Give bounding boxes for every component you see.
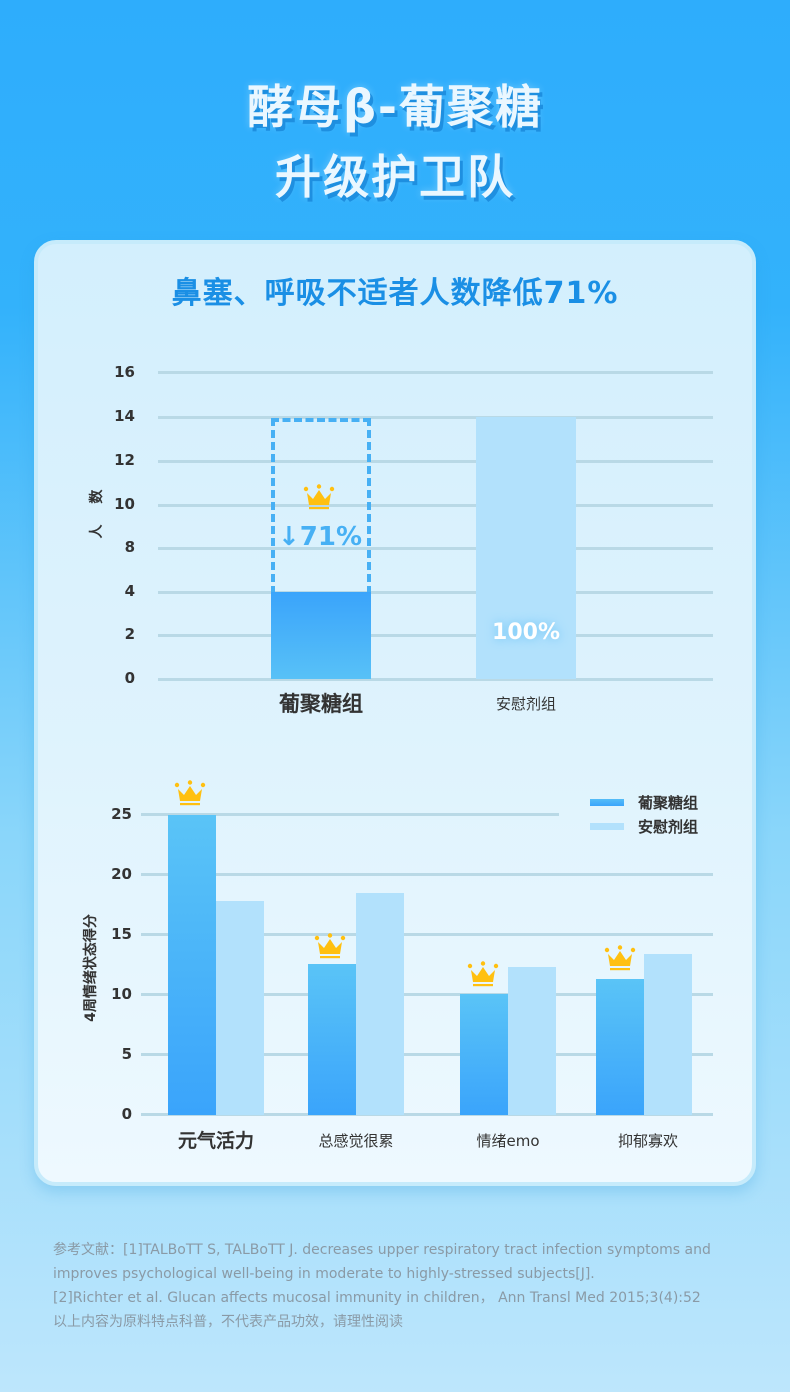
y-tick: 0 <box>124 669 135 687</box>
y-tick: 12 <box>114 451 135 469</box>
references: 参考文献：[1]TALBoTT S, TALBoTT J. decreases … <box>53 1238 743 1334</box>
gridline <box>141 1053 713 1056</box>
chart2-y-axis-label: 4周情绪状态得分 <box>83 914 99 1022</box>
legend-label: 安慰剂组 <box>638 818 699 836</box>
chart-mood-scores: 4周情绪状态得分 25 20 15 10 5 0 元气活力 总感觉很累 情绪em… <box>83 0 713 1152</box>
disclaimer: 以上内容为原料特点科普，不代表产品功效，请理性阅读 <box>53 1314 403 1330</box>
y-tick: 5 <box>121 1045 132 1063</box>
bar-glucan <box>596 979 644 1115</box>
reduction-label: ↓71% <box>277 522 363 552</box>
legend-label: 葡聚糖组 <box>638 794 699 812</box>
bar-placebo <box>476 417 576 679</box>
gridline <box>158 547 713 550</box>
x-label-placebo: 安慰剂组 <box>495 695 556 713</box>
y-tick: 10 <box>114 495 135 513</box>
x-label: 情绪emo <box>476 1132 540 1150</box>
crown-icon <box>314 933 346 961</box>
gridline <box>158 591 713 594</box>
gridline <box>158 678 713 681</box>
bar-glucan <box>308 964 356 1115</box>
y-tick: 14 <box>114 407 135 425</box>
y-tick: 16 <box>114 363 135 381</box>
reference-line: 参考文献：[1]TALBoTT S, TALBoTT J. decreases … <box>53 1242 711 1258</box>
gridline <box>158 416 713 419</box>
crown-icon <box>174 780 206 808</box>
x-label: 抑郁寡欢 <box>617 1132 678 1150</box>
gridline <box>141 873 713 876</box>
bar-placebo <box>644 954 692 1115</box>
crown-icon <box>467 961 499 989</box>
gridline <box>141 933 713 936</box>
hero-title-line2: 升级护卫队 <box>275 150 515 204</box>
chart-people-count: 人 数 16 14 12 10 8 4 2 0 ↓71% 100% 葡聚糖组 安… <box>89 363 713 716</box>
gridline <box>141 993 713 996</box>
card-title: 鼻塞、呼吸不适者人数降低71% <box>171 276 619 311</box>
y-tick: 10 <box>111 985 132 1003</box>
bar-glucan <box>460 994 508 1115</box>
placebo-percent-label: 100% <box>492 620 560 645</box>
legend-swatch-glucan <box>590 799 624 806</box>
legend-item-placebo: 安慰剂组 <box>590 816 698 837</box>
bar-glucan <box>271 592 371 679</box>
crown-icon <box>604 945 636 973</box>
gridline <box>158 504 713 507</box>
legend-swatch-placebo <box>590 823 624 830</box>
bar-placebo <box>508 967 556 1115</box>
gridline <box>158 371 713 374</box>
reference-line: [2]Richter et al. Glucan affects mucosal… <box>53 1290 701 1306</box>
y-tick: 4 <box>124 582 135 600</box>
gridline <box>141 813 559 816</box>
y-tick: 8 <box>124 538 135 556</box>
dashed-reference-outline <box>271 418 371 594</box>
y-tick: 15 <box>111 925 132 943</box>
y-tick: 20 <box>111 865 132 883</box>
hero-title: 酵母β-葡聚糖 升级护卫队 <box>0 72 790 212</box>
y-tick: 0 <box>121 1105 132 1123</box>
bar-placebo <box>356 893 404 1115</box>
y-tick: 25 <box>111 805 132 823</box>
legend-item-glucan: 葡聚糖组 <box>590 792 698 813</box>
bar-placebo <box>216 901 264 1115</box>
reference-line: improves psychological well-being in mod… <box>53 1266 595 1282</box>
y-tick: 2 <box>124 625 135 643</box>
gridline <box>141 1113 713 1116</box>
x-label: 元气活力 <box>177 1130 254 1152</box>
hero-title-line1: 酵母β-葡聚糖 <box>246 80 544 134</box>
gridline <box>158 634 713 637</box>
x-label: 总感觉很累 <box>318 1132 394 1150</box>
x-label-glucan: 葡聚糖组 <box>279 692 363 716</box>
gridline <box>158 460 713 463</box>
bar-glucan <box>168 815 216 1115</box>
